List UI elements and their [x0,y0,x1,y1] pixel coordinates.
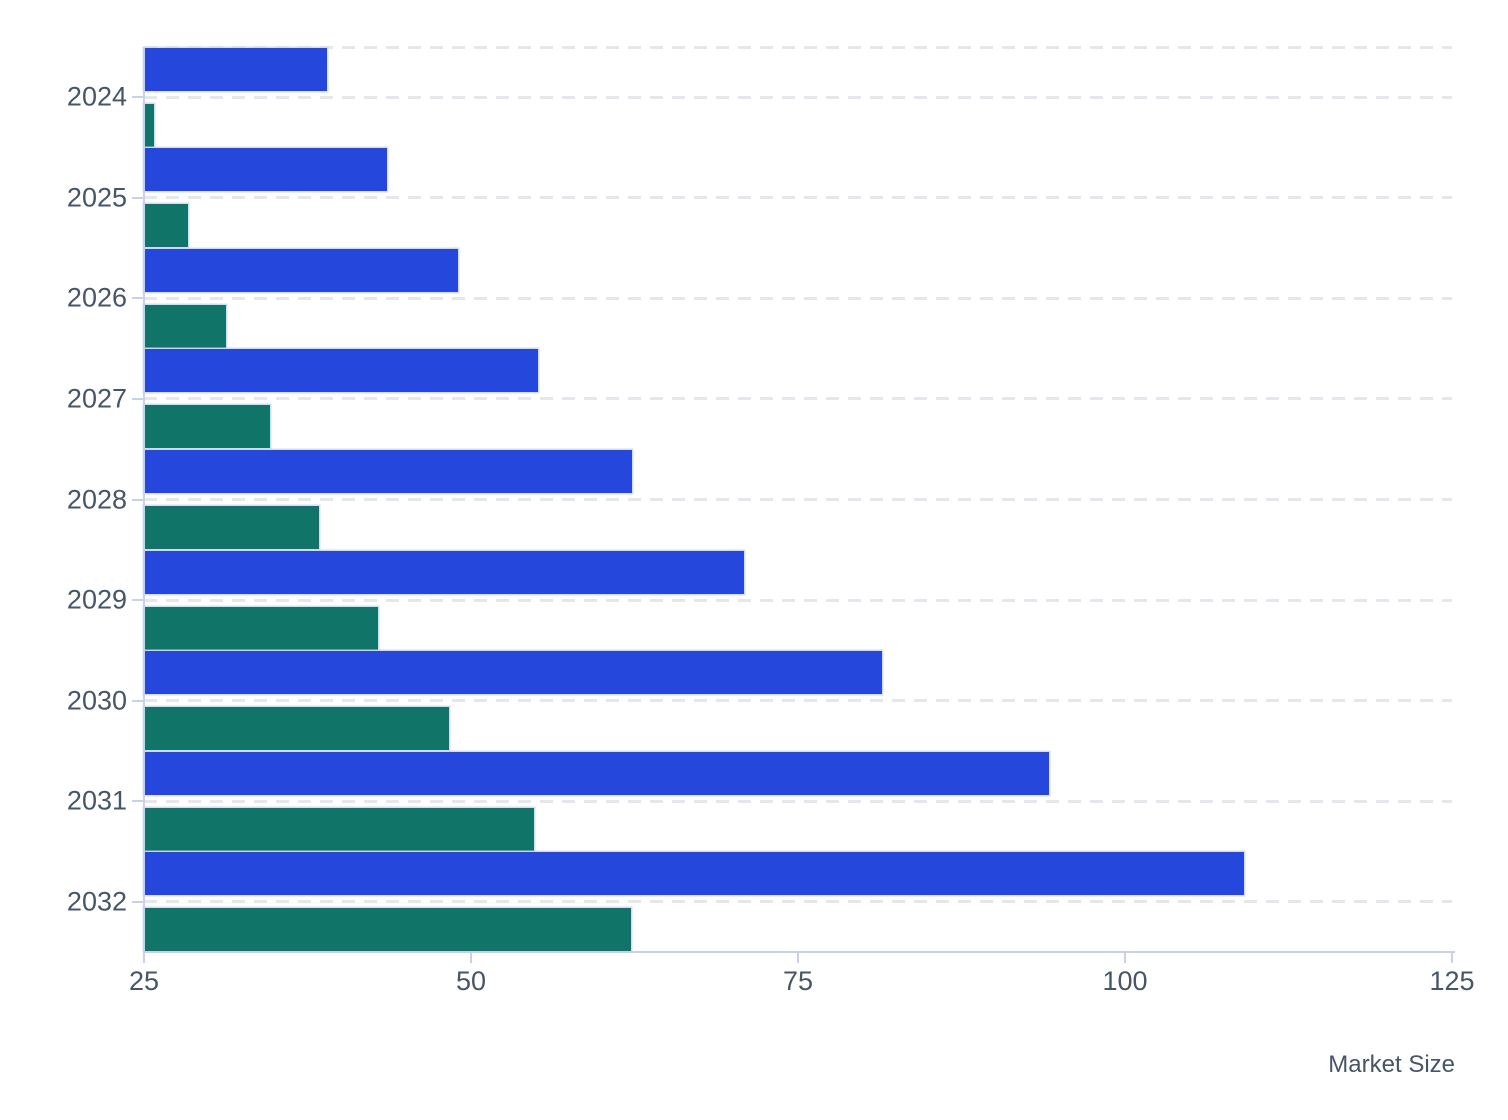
gridline-2028 [144,498,1452,501]
bar-blue-2025 [144,148,388,192]
bar-teal-2029 [144,606,379,650]
y-tick-label-2030: 2030 [66,685,127,716]
gridline-2026 [144,296,1452,300]
bar-teal-2027 [144,405,270,449]
gridline-2024 [144,95,1452,99]
y-tick-label-2027: 2027 [66,383,127,414]
y-tick-2030 [132,699,143,702]
y-tick-2024 [132,96,143,99]
y-tick-label-2025: 2025 [66,182,127,213]
gridline-2030 [144,699,1452,703]
bar-teal-2028 [144,506,320,549]
x-tick-50 [470,952,472,963]
bar-blue-2026 [144,248,458,292]
x-tick-75 [797,952,799,963]
y-tick-2031 [132,800,143,803]
y-tick-2028 [132,498,143,501]
y-tick-2027 [132,397,143,400]
y-tick-label-2028: 2028 [66,484,127,514]
gridline-top [144,46,1452,49]
y-tick-label-2024: 2024 [66,81,127,112]
bar-blue-2029 [144,550,745,594]
y-tick-2025 [132,196,143,199]
gridline-2029 [144,598,1452,602]
x-tick-25 [143,952,145,963]
y-tick-label-2032: 2032 [66,886,127,917]
x-tick-label-50: 50 [455,966,487,996]
x-tick-100 [1124,952,1126,963]
bar-teal-2031 [144,807,534,851]
x-axis-line [143,951,1455,953]
bar-teal-2032 [144,908,631,952]
y-tick-label-2029: 2029 [66,584,127,615]
x-tick-label-100: 100 [1102,966,1148,996]
bar-blue-2027 [144,349,538,393]
y-tick-2032 [132,900,143,903]
y-tick-label-2031: 2031 [66,785,127,816]
y-tick-2029 [132,599,143,602]
gridline-2027 [144,397,1452,401]
y-axis-line [143,47,145,952]
bar-blue-2031 [144,751,1050,795]
gridline-2032 [144,900,1452,904]
bar-teal-2024 [144,103,155,147]
y-tick-label-2026: 2026 [66,282,127,313]
bar-blue-2030 [144,651,882,695]
bar-teal-2025 [144,204,189,248]
gridline-2031 [144,799,1452,803]
x-tick-label-125: 125 [1429,966,1475,996]
y-tick-2026 [132,297,143,300]
bar-teal-2030 [144,707,449,751]
x-tick-label-75: 75 [782,966,814,996]
x-tick-label-25: 25 [128,966,160,996]
gridline-2025 [144,196,1452,200]
x-tick-125 [1451,952,1453,963]
bar-blue-2024 [144,47,328,91]
bar-teal-2026 [144,304,227,348]
bar-blue-2028 [144,450,632,493]
x-axis-title: Market Size [1328,1051,1455,1078]
bar-blue-2032 [144,852,1245,896]
